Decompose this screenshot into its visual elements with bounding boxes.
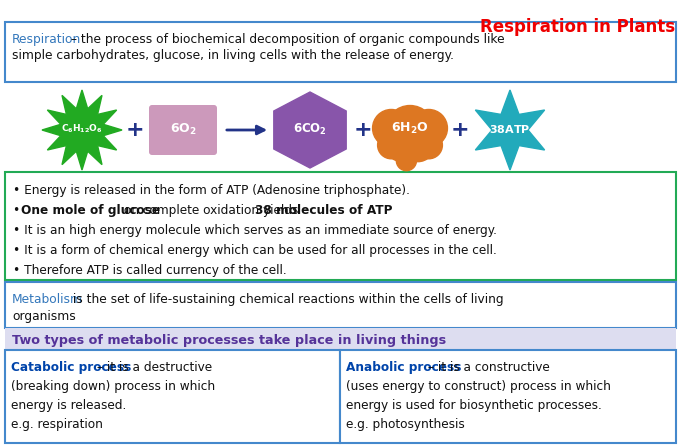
Text: Catabolic process: Catabolic process xyxy=(11,361,131,374)
Text: (breaking down) process in which: (breaking down) process in which xyxy=(11,380,215,393)
Text: Metabolism: Metabolism xyxy=(12,293,83,306)
Text: Respiration: Respiration xyxy=(12,33,81,46)
Text: – it is a destructive: – it is a destructive xyxy=(93,361,212,374)
Text: • It is a form of chemical energy which can be used for all processes in the cel: • It is a form of chemical energy which … xyxy=(13,244,496,257)
Bar xyxy=(340,350,676,443)
Text: Respiration in Plants: Respiration in Plants xyxy=(480,18,675,36)
Text: •: • xyxy=(13,204,24,217)
Text: One mole of glucose: One mole of glucose xyxy=(21,204,160,217)
Text: – it is a constructive: – it is a constructive xyxy=(424,361,550,374)
Bar xyxy=(5,22,676,82)
FancyBboxPatch shape xyxy=(149,105,217,155)
Text: (uses energy to construct) process in which: (uses energy to construct) process in wh… xyxy=(346,380,611,393)
Polygon shape xyxy=(274,92,346,168)
Text: e.g. photosynthesis: e.g. photosynthesis xyxy=(346,418,464,431)
Bar xyxy=(5,350,340,443)
Polygon shape xyxy=(475,90,545,170)
Circle shape xyxy=(377,131,405,159)
Circle shape xyxy=(385,106,434,155)
Circle shape xyxy=(401,129,434,162)
Bar xyxy=(5,328,676,350)
Text: is the set of life-sustaining chemical reactions within the cells of living: is the set of life-sustaining chemical r… xyxy=(69,293,504,306)
Polygon shape xyxy=(42,90,122,170)
Text: +: + xyxy=(353,120,373,140)
Text: $\mathbf{38ATP}$: $\mathbf{38ATP}$ xyxy=(490,123,530,135)
Text: 38 molecules of ATP: 38 molecules of ATP xyxy=(255,204,392,217)
Text: $\mathbf{C_6H_{12}O_6}$: $\mathbf{C_6H_{12}O_6}$ xyxy=(61,123,103,135)
Text: energy is released.: energy is released. xyxy=(11,399,126,412)
Text: on complete oxidation yields: on complete oxidation yields xyxy=(120,204,302,217)
Bar xyxy=(5,172,676,280)
Text: organisms: organisms xyxy=(12,310,76,323)
Text: • Energy is released in the form of ATP (Adenosine triphosphate).: • Energy is released in the form of ATP … xyxy=(13,184,410,197)
Text: simple carbohydrates, glucose, in living cells with the release of energy.: simple carbohydrates, glucose, in living… xyxy=(12,49,454,62)
Text: – the process of biochemical decomposition of organic compounds like: – the process of biochemical decompositi… xyxy=(67,33,505,46)
Circle shape xyxy=(385,129,419,162)
Text: e.g. respiration: e.g. respiration xyxy=(11,418,103,431)
Text: $\mathbf{6O_2}$: $\mathbf{6O_2}$ xyxy=(170,121,196,137)
Circle shape xyxy=(415,131,443,159)
Circle shape xyxy=(396,151,417,171)
Text: +: + xyxy=(126,120,144,140)
Text: $\mathbf{6H_2O}$: $\mathbf{6H_2O}$ xyxy=(391,121,429,136)
Text: Two types of metabolic processes take place in living things: Two types of metabolic processes take pl… xyxy=(12,334,446,347)
Bar xyxy=(5,88,676,172)
Bar xyxy=(5,282,676,328)
Text: $\mathbf{6CO_2}$: $\mathbf{6CO_2}$ xyxy=(293,121,327,137)
Text: Anabolic process: Anabolic process xyxy=(346,361,462,374)
Circle shape xyxy=(410,109,447,147)
Text: .: . xyxy=(358,204,362,217)
Text: energy is used for biosynthetic processes.: energy is used for biosynthetic processe… xyxy=(346,399,602,412)
Text: +: + xyxy=(451,120,469,140)
Circle shape xyxy=(373,109,410,147)
Text: • Therefore ATP is called currency of the cell.: • Therefore ATP is called currency of th… xyxy=(13,264,287,277)
Text: • It is an high energy molecule which serves as an immediate source of energy.: • It is an high energy molecule which se… xyxy=(13,224,497,237)
